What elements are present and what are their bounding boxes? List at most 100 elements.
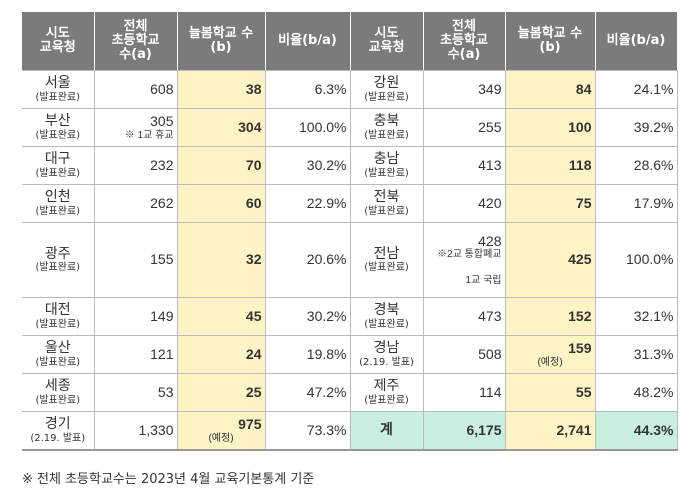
table-row: 울산 (발표완료) 121 24 19.8% 경남 (2.19. 발표) 508 159 (예정)… bbox=[22, 335, 678, 374]
table-row: 인천 (발표완료) 262 60 22.9% 전북 (발표완료) 420 75 17.9% bbox=[22, 184, 678, 223]
total-note: ※2교 통합폐교 bbox=[437, 249, 502, 260]
neulbom-count: 152 bbox=[568, 307, 592, 324]
column-header: 시도 교육청 bbox=[350, 12, 424, 71]
region-status: (2.19. 발표) bbox=[359, 356, 414, 368]
region-status: (발표완료) bbox=[364, 262, 409, 274]
ratio: 73.3% bbox=[306, 421, 347, 438]
ratio: 19.8% bbox=[306, 345, 347, 362]
total-schools: 428 bbox=[478, 232, 502, 249]
table-row: 경기 (2.19. 발표) 1,330 975 (예정) 73.3% 계 6,175 2,741… bbox=[22, 411, 678, 451]
region-name: 대전 bbox=[44, 302, 71, 319]
total-schools: 413 bbox=[478, 156, 502, 173]
footnote: ※ 전체 초등학교수는 2023년 4월 교육기본통계 기준 bbox=[22, 472, 315, 487]
ratio: 30.2% bbox=[306, 307, 347, 324]
region-status: (발표완료) bbox=[35, 167, 81, 179]
region-name: 충남 bbox=[373, 151, 400, 168]
neulbom-count: 55 bbox=[575, 383, 592, 400]
ratio: 100.0% bbox=[626, 251, 674, 268]
neulbom-count: 60 bbox=[245, 194, 262, 211]
region-status: (발표완료) bbox=[35, 129, 81, 141]
table-row: 대전 (발표완료) 149 45 30.2% 경북 (발표완료) 473 152 32.1% bbox=[22, 297, 678, 336]
table-row: 광주 (발표완료) 155 32 20.6% 전남 (발표완료) 428 ※2교 통합폐교 1교 … bbox=[22, 222, 678, 298]
region-status: (발표완료) bbox=[35, 205, 81, 217]
region-status: (발표완료) bbox=[364, 129, 409, 141]
ratio: 24.1% bbox=[633, 80, 674, 97]
region-name: 울산 bbox=[44, 340, 71, 357]
table-row: 부산 (발표완료) 305 ※ 1교 휴교 304 100.0% 충북 (발표완료) 255 10… bbox=[22, 108, 678, 147]
ratio: 17.9% bbox=[633, 194, 674, 211]
neulbom-count: 975 bbox=[238, 416, 262, 433]
ratio: 28.6% bbox=[633, 156, 674, 173]
region-status: (발표완료) bbox=[35, 318, 81, 330]
neulbom-count: 75 bbox=[575, 194, 592, 211]
total-note: 1교 국립 bbox=[465, 275, 502, 287]
region-status: (발표완료) bbox=[364, 205, 409, 217]
ratio: 100.0% bbox=[299, 118, 347, 135]
region-status: (발표완료) bbox=[364, 394, 409, 406]
neulbom-count: 70 bbox=[245, 156, 262, 173]
total-schools: 420 bbox=[478, 194, 502, 211]
region-status: (발표완료) bbox=[35, 262, 81, 274]
sum-neulbom: 2,741 bbox=[556, 421, 592, 438]
region-name: 제주 bbox=[373, 378, 400, 395]
region-name: 충북 bbox=[373, 113, 400, 130]
neulbom-count: 100 bbox=[568, 118, 592, 135]
region-name: 경북 bbox=[373, 302, 400, 319]
total-schools: 121 bbox=[150, 345, 174, 362]
total-schools: 262 bbox=[150, 194, 174, 211]
column-header: 늘봄학교 수 (b) bbox=[177, 12, 266, 71]
sum-total: 6,175 bbox=[466, 421, 502, 438]
region-name: 전남 bbox=[373, 245, 400, 262]
neulbom-note: (예정) bbox=[208, 432, 234, 444]
neulbom-count: 118 bbox=[568, 156, 592, 173]
region-status: (2.19. 발표) bbox=[30, 432, 86, 444]
region-status: (발표완료) bbox=[35, 91, 81, 103]
column-header: 비율(b/a) bbox=[595, 12, 678, 71]
total-schools: 155 bbox=[150, 251, 174, 268]
region-name: 대구 bbox=[44, 151, 71, 168]
neulbom-note: (예정) bbox=[537, 356, 563, 368]
ratio: 39.2% bbox=[633, 118, 674, 135]
ratio: 22.9% bbox=[306, 194, 347, 211]
region-name: 강원 bbox=[373, 75, 400, 92]
total-schools: 349 bbox=[478, 80, 502, 97]
ratio: 31.3% bbox=[633, 345, 674, 362]
ratio: 20.6% bbox=[306, 251, 347, 268]
total-note: ※ 1교 휴교 bbox=[124, 129, 174, 141]
region-status: (발표완료) bbox=[35, 356, 81, 368]
region-name: 세종 bbox=[44, 378, 71, 395]
neulbom-count: 84 bbox=[575, 80, 592, 97]
region-name: 광주 bbox=[44, 245, 71, 262]
total-schools: 305 bbox=[150, 113, 174, 130]
ratio: 6.3% bbox=[314, 80, 347, 97]
ratio: 47.2% bbox=[306, 383, 347, 400]
total-schools: 149 bbox=[150, 307, 174, 324]
region-status: (발표완료) bbox=[35, 394, 81, 406]
column-header: 전체 초등학교 수(a) bbox=[423, 12, 506, 71]
total-schools: 508 bbox=[478, 345, 502, 362]
total-schools: 608 bbox=[150, 80, 174, 97]
table-row: 대구 (발표완료) 232 70 30.2% 충남 (발표완료) 413 118 28.6% bbox=[22, 146, 678, 185]
region-status: (발표완료) bbox=[364, 91, 409, 103]
ratio: 48.2% bbox=[633, 383, 674, 400]
total-schools: 53 bbox=[157, 383, 174, 400]
neulbom-count: 25 bbox=[245, 383, 262, 400]
sum-ratio: 44.3% bbox=[633, 421, 674, 438]
region-status: (발표완료) bbox=[364, 167, 409, 179]
ratio: 30.2% bbox=[306, 156, 347, 173]
neulbom-count: 159 bbox=[568, 340, 592, 357]
table-row: 서울 (발표완료) 608 38 6.3% 강원 (발표완료) 349 84 24.1% bbox=[22, 70, 678, 109]
neulbom-count: 425 bbox=[568, 251, 592, 268]
total-schools: 255 bbox=[478, 118, 502, 135]
region-name: 경남 bbox=[373, 340, 400, 357]
neulbom-count: 24 bbox=[245, 345, 262, 362]
column-header: 전체 초등학교 수(a) bbox=[94, 12, 178, 71]
ratio: 32.1% bbox=[633, 307, 674, 324]
region-name: 경기 bbox=[44, 416, 71, 433]
total-schools: 1,330 bbox=[138, 421, 174, 438]
region-name: 부산 bbox=[44, 113, 71, 130]
region-name: 인천 bbox=[44, 189, 71, 206]
neulbom-count: 45 bbox=[245, 307, 262, 324]
neulbom-count: 32 bbox=[245, 251, 262, 268]
region-name: 서울 bbox=[44, 75, 71, 92]
